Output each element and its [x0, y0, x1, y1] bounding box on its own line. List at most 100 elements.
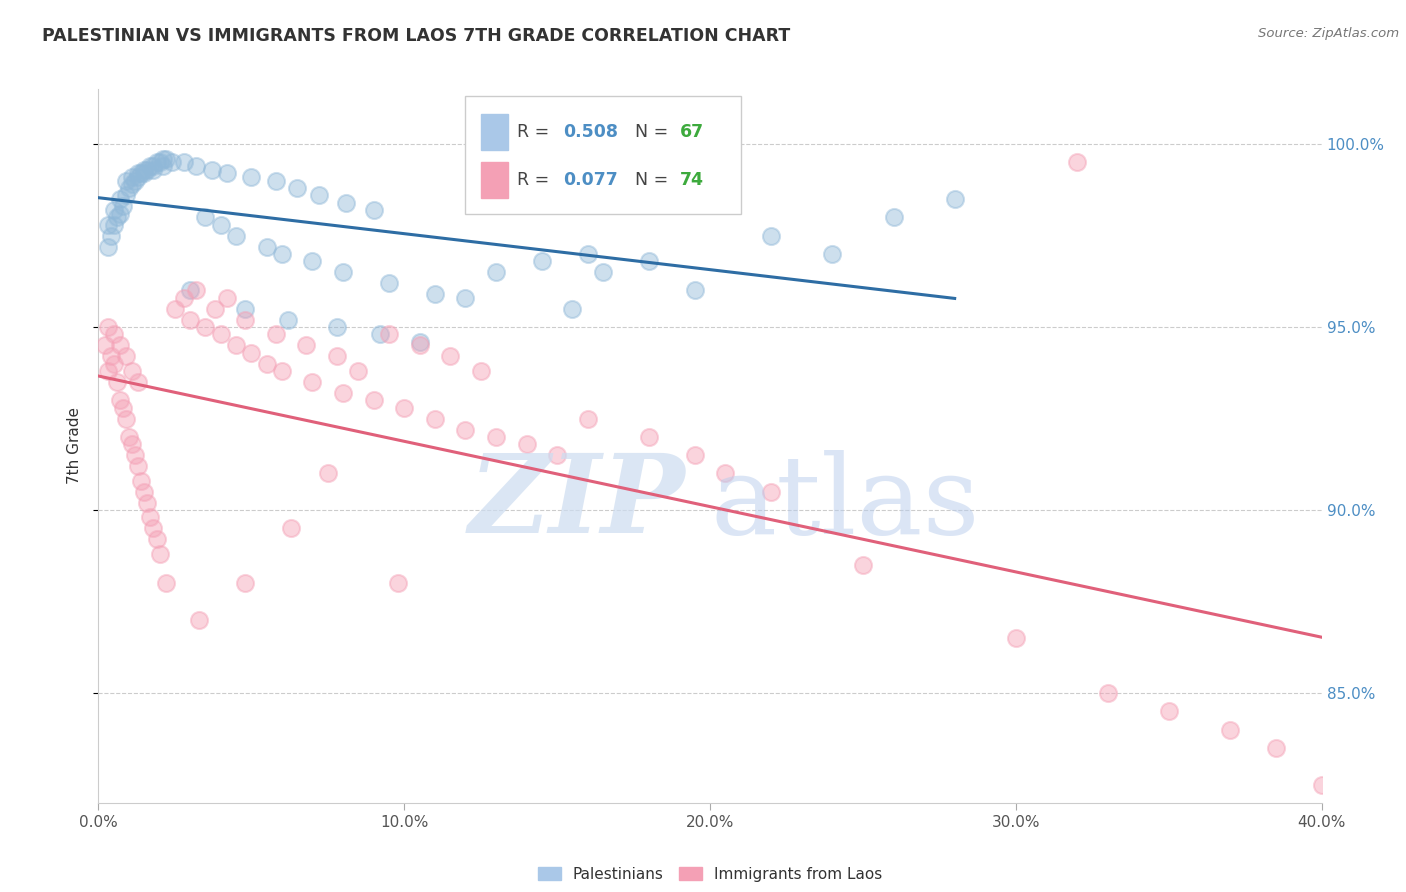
Point — [270, 247, 294, 261]
Point — [115, 411, 138, 425]
Point — [270, 364, 294, 378]
Point — [363, 393, 385, 408]
Point — [111, 401, 134, 415]
Point — [714, 467, 737, 481]
Point — [124, 448, 146, 462]
Point — [134, 166, 156, 180]
Point — [423, 411, 446, 425]
Point — [173, 291, 195, 305]
Point — [127, 459, 149, 474]
Text: R =: R = — [517, 123, 554, 141]
Point — [179, 312, 201, 326]
Point — [1219, 723, 1241, 737]
Point — [683, 448, 706, 462]
Point — [97, 218, 120, 232]
Point — [127, 375, 149, 389]
Point — [387, 576, 409, 591]
Point — [423, 287, 446, 301]
Text: 0.077: 0.077 — [564, 171, 619, 189]
Point — [821, 247, 844, 261]
Point — [93, 338, 115, 352]
Point — [485, 430, 508, 444]
Point — [240, 169, 263, 184]
Text: atlas: atlas — [710, 450, 980, 557]
Point — [127, 169, 149, 184]
Point — [97, 320, 120, 334]
Point — [118, 181, 141, 195]
Point — [108, 338, 131, 352]
Point — [852, 558, 875, 572]
Point — [179, 284, 201, 298]
Point — [516, 437, 538, 451]
Text: 0.508: 0.508 — [564, 123, 619, 141]
Point — [576, 247, 599, 261]
Point — [454, 291, 477, 305]
Point — [204, 301, 226, 316]
Text: Source: ZipAtlas.com: Source: ZipAtlas.com — [1258, 27, 1399, 40]
Point — [134, 484, 156, 499]
Point — [127, 166, 149, 180]
Point — [103, 357, 125, 371]
Point — [108, 206, 131, 220]
Point — [103, 218, 125, 232]
Point — [149, 155, 172, 169]
Point — [363, 202, 385, 217]
Point — [392, 401, 416, 415]
Point — [111, 199, 134, 213]
Point — [160, 155, 183, 169]
Point — [561, 301, 583, 316]
Point — [108, 393, 131, 408]
Point — [225, 228, 247, 243]
Point — [155, 576, 177, 591]
Point — [264, 174, 287, 188]
Point — [139, 159, 162, 173]
Point — [124, 174, 146, 188]
FancyBboxPatch shape — [481, 114, 508, 150]
Point — [194, 211, 217, 225]
Point — [264, 327, 287, 342]
Point — [256, 239, 278, 253]
Point — [118, 430, 141, 444]
Point — [1310, 777, 1333, 791]
Point — [638, 254, 661, 268]
Text: R =: R = — [517, 171, 554, 189]
Text: N =: N = — [624, 171, 673, 189]
Legend: Palestinians, Immigrants from Laos: Palestinians, Immigrants from Laos — [531, 861, 889, 888]
Point — [326, 320, 349, 334]
Point — [225, 338, 247, 352]
Point — [761, 228, 783, 243]
Point — [347, 364, 370, 378]
Point — [1066, 155, 1088, 169]
Point — [332, 386, 354, 401]
Text: N =: N = — [624, 123, 673, 141]
Point — [163, 301, 186, 316]
Point — [308, 188, 330, 202]
Point — [155, 152, 177, 166]
Point — [233, 301, 256, 316]
Point — [485, 265, 508, 279]
Text: 67: 67 — [679, 123, 703, 141]
Point — [142, 521, 165, 535]
Point — [295, 338, 318, 352]
Point — [256, 357, 278, 371]
Point — [883, 211, 905, 225]
Point — [943, 192, 966, 206]
Point — [103, 202, 125, 217]
FancyBboxPatch shape — [481, 162, 508, 198]
Point — [215, 166, 238, 180]
Point — [209, 327, 232, 342]
Point — [105, 375, 128, 389]
Point — [301, 254, 323, 268]
Point — [378, 276, 401, 290]
Point — [761, 484, 783, 499]
Point — [136, 162, 159, 177]
Point — [233, 576, 256, 591]
Point — [108, 192, 131, 206]
Point — [134, 162, 156, 177]
Text: 74: 74 — [679, 171, 703, 189]
Point — [186, 159, 208, 173]
Point — [546, 448, 568, 462]
Point — [378, 327, 401, 342]
Point — [188, 613, 211, 627]
Point — [1004, 631, 1026, 645]
